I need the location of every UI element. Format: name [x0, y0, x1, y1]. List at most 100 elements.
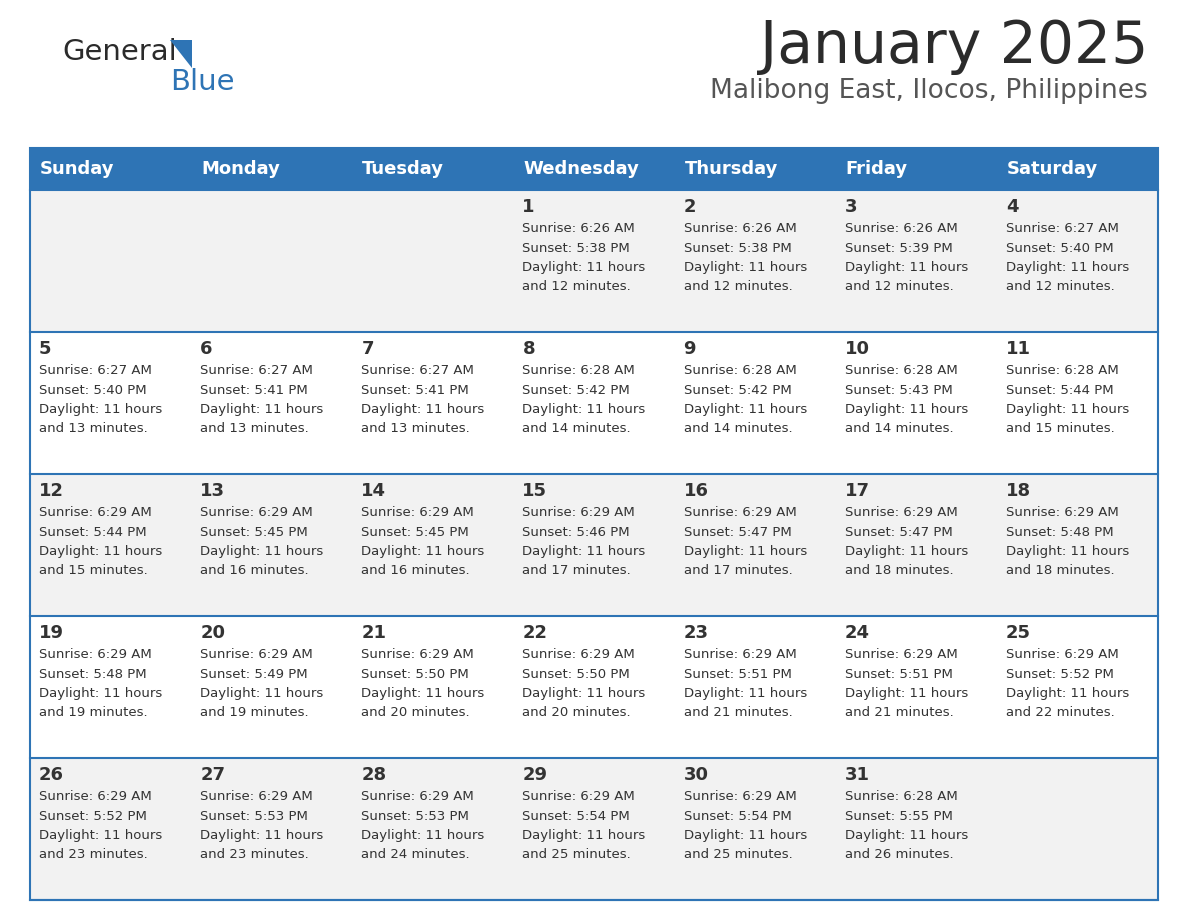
Text: Sunset: 5:46 PM: Sunset: 5:46 PM: [523, 525, 630, 539]
Text: Sunset: 5:51 PM: Sunset: 5:51 PM: [845, 667, 953, 680]
Text: Sunrise: 6:26 AM: Sunrise: 6:26 AM: [845, 222, 958, 235]
Text: Sunset: 5:50 PM: Sunset: 5:50 PM: [523, 667, 630, 680]
Text: and 16 minutes.: and 16 minutes.: [361, 565, 470, 577]
Text: Sunset: 5:49 PM: Sunset: 5:49 PM: [200, 667, 308, 680]
Text: Daylight: 11 hours: Daylight: 11 hours: [1006, 687, 1129, 700]
Text: Daylight: 11 hours: Daylight: 11 hours: [200, 687, 323, 700]
Text: 13: 13: [200, 482, 226, 500]
Text: Sunset: 5:41 PM: Sunset: 5:41 PM: [200, 384, 308, 397]
Bar: [30, 148, 1158, 190]
Text: and 17 minutes.: and 17 minutes.: [523, 565, 631, 577]
Text: and 22 minutes.: and 22 minutes.: [1006, 707, 1114, 720]
Text: 16: 16: [683, 482, 708, 500]
Text: Daylight: 11 hours: Daylight: 11 hours: [1006, 545, 1129, 558]
Text: 28: 28: [361, 766, 386, 784]
Text: Sunset: 5:51 PM: Sunset: 5:51 PM: [683, 667, 791, 680]
Text: General: General: [62, 38, 177, 66]
Text: Daylight: 11 hours: Daylight: 11 hours: [200, 403, 323, 416]
Text: Sunrise: 6:29 AM: Sunrise: 6:29 AM: [523, 506, 636, 519]
Bar: [30, 332, 1158, 474]
Text: Daylight: 11 hours: Daylight: 11 hours: [845, 261, 968, 274]
Text: Malibong East, Ilocos, Philippines: Malibong East, Ilocos, Philippines: [710, 78, 1148, 104]
Text: Blue: Blue: [170, 68, 234, 96]
Text: Sunrise: 6:29 AM: Sunrise: 6:29 AM: [845, 648, 958, 661]
Text: Daylight: 11 hours: Daylight: 11 hours: [683, 545, 807, 558]
Text: Sunset: 5:39 PM: Sunset: 5:39 PM: [845, 241, 953, 254]
Text: Sunrise: 6:29 AM: Sunrise: 6:29 AM: [39, 506, 152, 519]
Text: Sunrise: 6:27 AM: Sunrise: 6:27 AM: [1006, 222, 1119, 235]
Text: Sunrise: 6:29 AM: Sunrise: 6:29 AM: [683, 648, 796, 661]
Text: 14: 14: [361, 482, 386, 500]
Text: Sunset: 5:40 PM: Sunset: 5:40 PM: [39, 384, 146, 397]
Text: Sunset: 5:47 PM: Sunset: 5:47 PM: [683, 525, 791, 539]
Text: 8: 8: [523, 340, 535, 358]
Text: Daylight: 11 hours: Daylight: 11 hours: [683, 261, 807, 274]
Text: 26: 26: [39, 766, 64, 784]
Text: Daylight: 11 hours: Daylight: 11 hours: [523, 403, 646, 416]
Text: 18: 18: [1006, 482, 1031, 500]
Text: Sunrise: 6:28 AM: Sunrise: 6:28 AM: [1006, 364, 1119, 377]
Text: and 24 minutes.: and 24 minutes.: [361, 848, 470, 861]
Text: Daylight: 11 hours: Daylight: 11 hours: [523, 545, 646, 558]
Text: 3: 3: [845, 198, 858, 216]
Text: and 23 minutes.: and 23 minutes.: [39, 848, 147, 861]
Text: 19: 19: [39, 624, 64, 642]
Text: Daylight: 11 hours: Daylight: 11 hours: [200, 829, 323, 842]
Text: Daylight: 11 hours: Daylight: 11 hours: [361, 545, 485, 558]
Bar: [30, 758, 1158, 900]
Text: Sunset: 5:52 PM: Sunset: 5:52 PM: [1006, 667, 1113, 680]
Text: January 2025: January 2025: [759, 18, 1148, 75]
Text: 4: 4: [1006, 198, 1018, 216]
Text: Monday: Monday: [201, 160, 280, 178]
Text: Sunset: 5:55 PM: Sunset: 5:55 PM: [845, 810, 953, 823]
Text: Daylight: 11 hours: Daylight: 11 hours: [845, 829, 968, 842]
Bar: [30, 616, 1158, 758]
Text: Wednesday: Wednesday: [524, 160, 639, 178]
Bar: [30, 474, 1158, 616]
Text: and 21 minutes.: and 21 minutes.: [845, 707, 954, 720]
Text: 11: 11: [1006, 340, 1031, 358]
Text: 2: 2: [683, 198, 696, 216]
Text: Sunrise: 6:29 AM: Sunrise: 6:29 AM: [845, 506, 958, 519]
Text: and 12 minutes.: and 12 minutes.: [1006, 281, 1114, 294]
Text: and 20 minutes.: and 20 minutes.: [523, 707, 631, 720]
Text: and 20 minutes.: and 20 minutes.: [361, 707, 470, 720]
Text: 27: 27: [200, 766, 226, 784]
Text: Sunset: 5:43 PM: Sunset: 5:43 PM: [845, 384, 953, 397]
Text: Sunrise: 6:28 AM: Sunrise: 6:28 AM: [683, 364, 796, 377]
Text: Daylight: 11 hours: Daylight: 11 hours: [683, 687, 807, 700]
Text: Thursday: Thursday: [684, 160, 778, 178]
Text: 17: 17: [845, 482, 870, 500]
Text: 30: 30: [683, 766, 708, 784]
Text: Daylight: 11 hours: Daylight: 11 hours: [361, 403, 485, 416]
Text: Sunset: 5:38 PM: Sunset: 5:38 PM: [523, 241, 630, 254]
Text: and 15 minutes.: and 15 minutes.: [39, 565, 147, 577]
Text: Sunset: 5:44 PM: Sunset: 5:44 PM: [39, 525, 146, 539]
Text: and 16 minutes.: and 16 minutes.: [200, 565, 309, 577]
Text: Daylight: 11 hours: Daylight: 11 hours: [845, 545, 968, 558]
Text: Friday: Friday: [846, 160, 908, 178]
Text: Sunset: 5:48 PM: Sunset: 5:48 PM: [39, 667, 146, 680]
Text: Sunrise: 6:28 AM: Sunrise: 6:28 AM: [523, 364, 636, 377]
Text: Daylight: 11 hours: Daylight: 11 hours: [523, 261, 646, 274]
Text: Sunrise: 6:28 AM: Sunrise: 6:28 AM: [845, 790, 958, 803]
Text: and 17 minutes.: and 17 minutes.: [683, 565, 792, 577]
Text: 31: 31: [845, 766, 870, 784]
Text: Sunrise: 6:29 AM: Sunrise: 6:29 AM: [1006, 506, 1119, 519]
Text: Sunrise: 6:29 AM: Sunrise: 6:29 AM: [361, 506, 474, 519]
Text: 15: 15: [523, 482, 548, 500]
Text: Daylight: 11 hours: Daylight: 11 hours: [39, 545, 163, 558]
Text: Sunrise: 6:27 AM: Sunrise: 6:27 AM: [361, 364, 474, 377]
Text: 5: 5: [39, 340, 51, 358]
Polygon shape: [170, 40, 192, 68]
Text: Daylight: 11 hours: Daylight: 11 hours: [845, 687, 968, 700]
Text: Sunrise: 6:29 AM: Sunrise: 6:29 AM: [523, 648, 636, 661]
Text: Sunset: 5:50 PM: Sunset: 5:50 PM: [361, 667, 469, 680]
Text: Sunset: 5:52 PM: Sunset: 5:52 PM: [39, 810, 147, 823]
Text: 23: 23: [683, 624, 708, 642]
Text: Sunrise: 6:29 AM: Sunrise: 6:29 AM: [361, 790, 474, 803]
Text: Sunset: 5:41 PM: Sunset: 5:41 PM: [361, 384, 469, 397]
Text: and 15 minutes.: and 15 minutes.: [1006, 422, 1114, 435]
Text: and 12 minutes.: and 12 minutes.: [845, 281, 954, 294]
Text: Sunrise: 6:29 AM: Sunrise: 6:29 AM: [683, 506, 796, 519]
